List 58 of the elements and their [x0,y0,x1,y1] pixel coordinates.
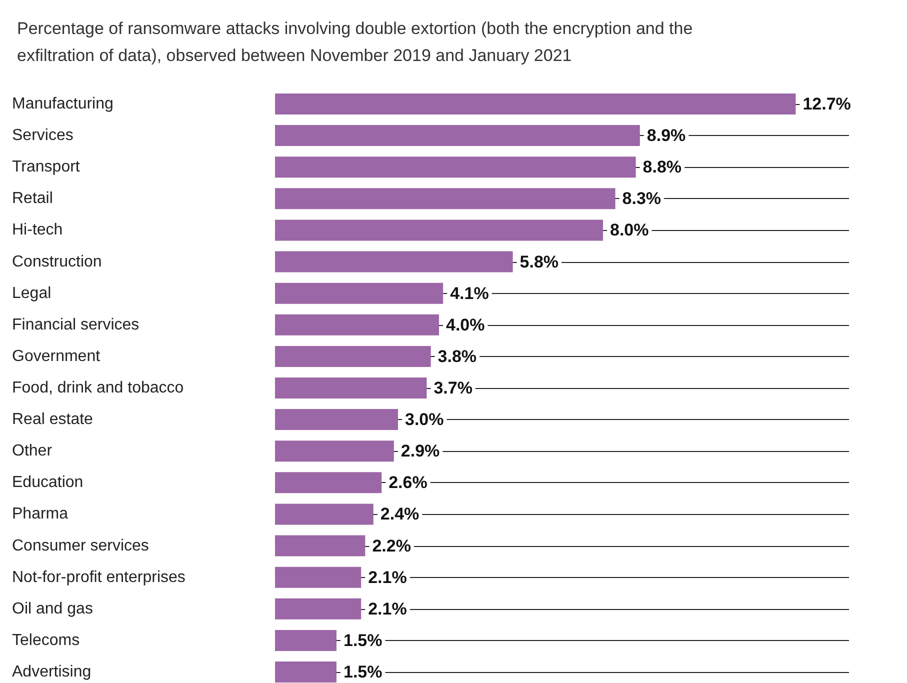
data-label: 1.5% [344,630,382,650]
y-tick-label: Legal [12,284,52,302]
bar [275,282,444,304]
data-label: 8.9% [646,126,686,146]
data-label: 5.8% [520,252,559,272]
y-tick-label: Transport [12,158,80,176]
bar [275,378,427,398]
y-tick-label: Construction [12,253,102,270]
data-label: 3.8% [438,346,477,366]
y-tick-label: Real estate [12,411,94,428]
bar [275,251,513,272]
data-label: 2.4% [380,504,420,524]
data-label: 2.2% [372,536,411,556]
y-tick-label: Manufacturing [12,96,114,112]
data-label: 2.1% [368,568,407,587]
bar [275,440,394,462]
bar [275,566,362,588]
y-tick-label: Education [12,474,84,492]
bar [275,409,398,430]
y-tick-label: Other [12,442,53,460]
data-label: 2.9% [400,442,440,461]
data-label: 12.7% [802,94,851,114]
y-tick-label: Government [12,348,101,365]
data-label: 8.8% [642,158,682,177]
bar [275,125,640,146]
bar [275,662,336,682]
y-tick-label: Financial services [12,316,140,334]
bar [275,220,603,241]
y-tick-label: Advertising [12,664,92,680]
bar [275,156,636,178]
bar [275,535,366,556]
data-label: 2.1% [368,599,407,618]
data-label: 1.5% [344,662,382,682]
bar [275,630,336,651]
y-tick-label: Not-for-profit enterprises [12,568,186,586]
y-tick-label: Hi-tech [12,222,63,239]
bar [275,598,362,620]
bar [275,94,796,114]
y-tick-label: Services [12,127,74,144]
bar [275,472,382,494]
data-label: 4.1% [450,284,489,303]
bar [275,188,616,210]
data-label: 8.0% [610,220,649,240]
bar [275,314,439,336]
chart-title: Percentage of ransomware attacks involving double extortion (both the encryption and the exfiltration of data), observed between November 2019 and January 2021 [17,19,693,65]
bar [275,504,374,525]
data-label: 8.3% [622,189,662,208]
y-tick-label: Retail [12,190,53,208]
y-tick-label: Oil and gas [12,600,93,618]
y-tick-label: Food, drink and tobacco [12,380,184,396]
data-label: 3.0% [405,410,444,430]
data-label: 3.7% [434,378,472,398]
data-label: 4.0% [446,315,485,334]
data-label: 2.6% [388,473,428,492]
y-tick-label: Consumer services [12,537,149,554]
bar [275,346,431,367]
y-tick-label: Pharma [12,506,68,523]
y-tick-label: Telecoms [12,632,80,649]
